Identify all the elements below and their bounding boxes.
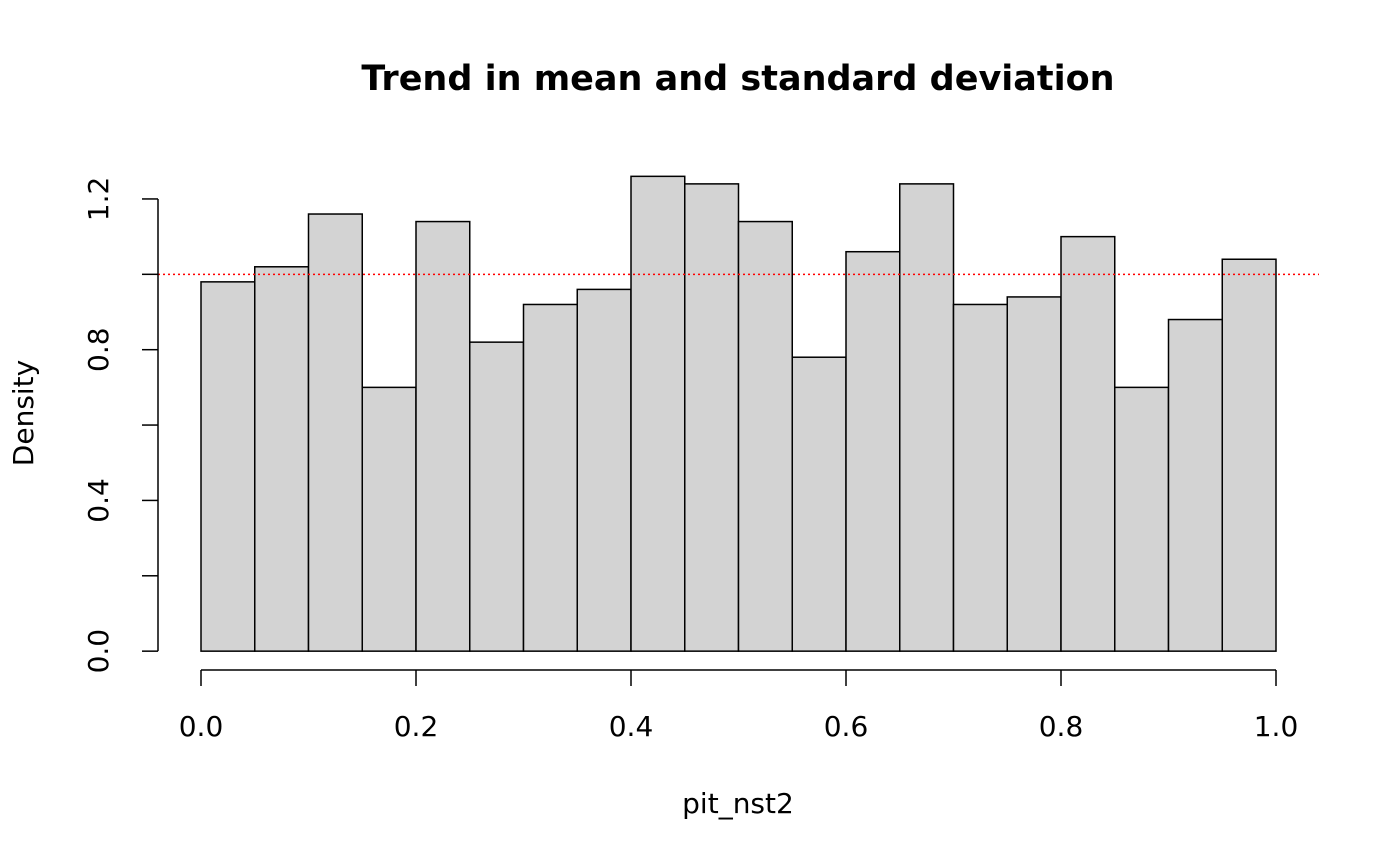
bar: [361, 386, 417, 652]
y-tick-label: 0.4: [82, 478, 115, 523]
x-tick-label: 1.0: [1254, 710, 1299, 743]
bar: [1221, 258, 1277, 652]
bar: [791, 356, 847, 652]
bar: [952, 303, 1008, 652]
bar: [307, 213, 363, 652]
y-axis-label: Density: [7, 360, 40, 466]
bar: [845, 250, 901, 652]
bar: [254, 266, 310, 652]
y-tick-label: 0.8: [82, 327, 115, 372]
bar: [1114, 386, 1170, 652]
x-axis-label: pit_nst2: [682, 787, 794, 820]
bar: [522, 303, 578, 652]
x-tick-label: 0.2: [394, 710, 439, 743]
bar: [576, 288, 632, 652]
bar: [737, 220, 793, 652]
y-tick-label: 0.0: [82, 629, 115, 674]
bar: [1006, 296, 1062, 652]
bar: [200, 281, 256, 652]
bar: [1167, 318, 1223, 652]
bar: [469, 341, 525, 652]
bar: [415, 220, 471, 652]
x-tick-label: 0.0: [179, 710, 224, 743]
chart-title: Trend in mean and standard deviation: [361, 59, 1114, 99]
y-tick-label: 1.2: [82, 177, 115, 222]
x-tick-label: 0.8: [1039, 710, 1084, 743]
bar: [1060, 235, 1116, 652]
bar: [899, 183, 955, 652]
bar: [684, 183, 740, 652]
x-tick-label: 0.6: [824, 710, 869, 743]
x-tick-label: 0.4: [609, 710, 654, 743]
bar: [630, 175, 686, 652]
